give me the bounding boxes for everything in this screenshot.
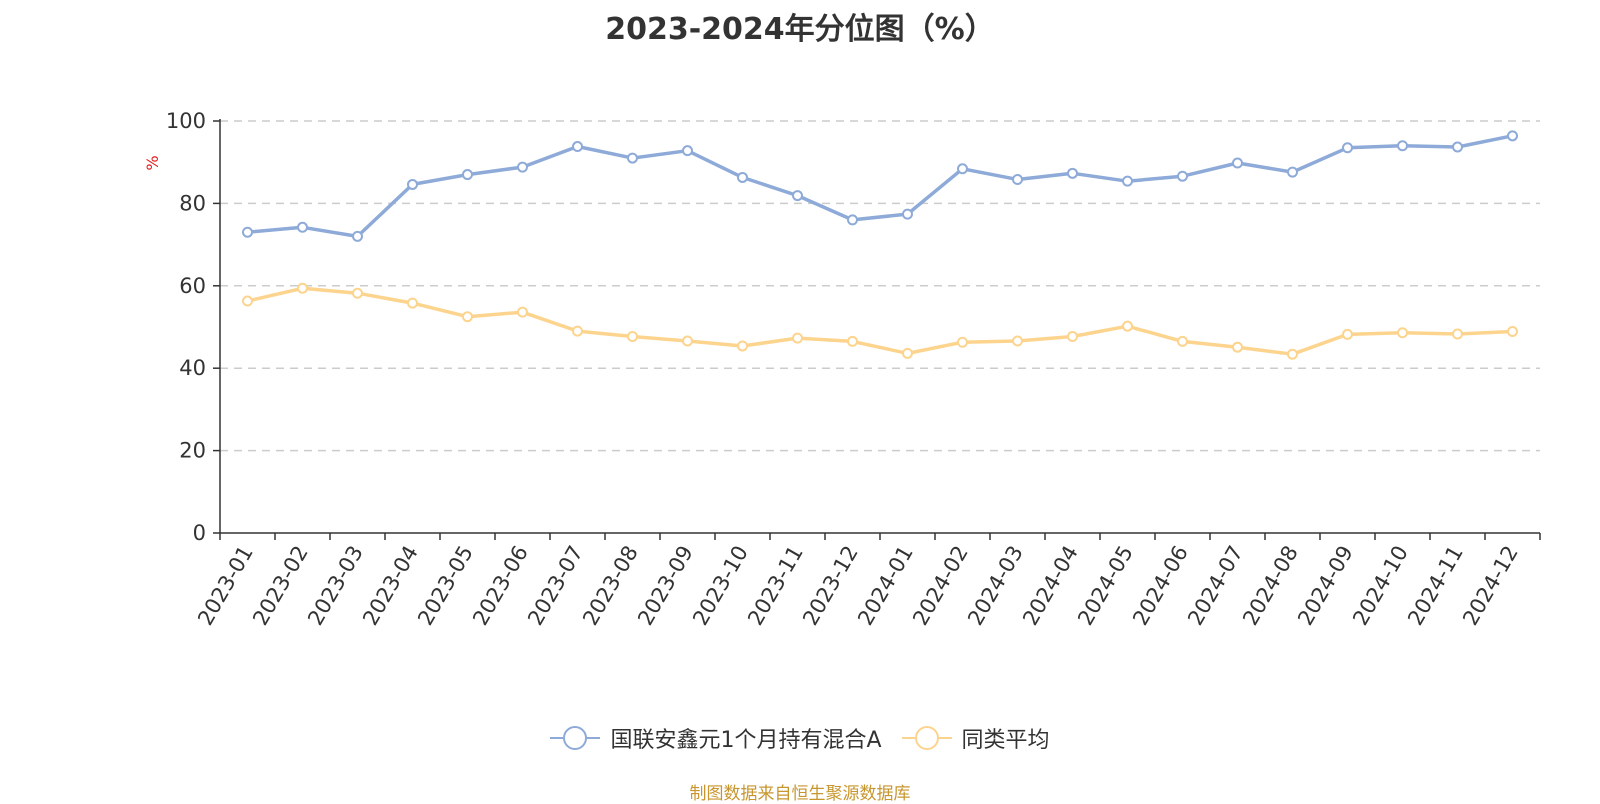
chart-title: 2023-2024年分位图（%）	[605, 12, 995, 47]
data-point[interactable]	[1452, 328, 1463, 340]
source-note: 制图数据来自恒生聚源数据库	[689, 784, 911, 804]
legend-item-peer-average[interactable]: 同类平均	[901, 722, 1050, 754]
data-point[interactable]	[902, 347, 913, 359]
series-1	[242, 282, 1518, 360]
legend-label-fund: 国联安鑫元1个月持有混合A	[610, 728, 882, 753]
data-point[interactable]	[407, 297, 418, 309]
grid-lines	[220, 120, 1540, 452]
data-point[interactable]	[737, 340, 748, 352]
y-axis-label: %	[143, 155, 162, 170]
data-point[interactable]	[957, 163, 968, 175]
y-tick-label: 60	[179, 274, 206, 298]
data-point[interactable]	[1067, 167, 1078, 179]
data-point[interactable]	[902, 208, 913, 220]
data-point[interactable]	[242, 295, 253, 307]
axes: 0204060801002023-012023-022023-032023-04…	[166, 109, 1541, 630]
data-point[interactable]	[1287, 166, 1298, 178]
data-point[interactable]	[1122, 320, 1133, 332]
data-point[interactable]	[792, 332, 803, 344]
y-tick-label: 100	[166, 109, 206, 133]
data-point[interactable]	[1342, 328, 1353, 340]
data-point[interactable]	[1067, 330, 1078, 342]
data-point[interactable]	[1507, 326, 1518, 338]
data-point[interactable]	[627, 152, 638, 164]
data-point[interactable]	[737, 171, 748, 183]
series-layer	[242, 130, 1518, 360]
data-point[interactable]	[517, 161, 528, 173]
data-point[interactable]	[352, 287, 363, 299]
data-point[interactable]	[1452, 141, 1463, 153]
data-point[interactable]	[627, 330, 638, 342]
series-line	[247, 286, 1513, 356]
data-point[interactable]	[572, 325, 583, 337]
data-point[interactable]	[1177, 170, 1188, 182]
data-point[interactable]	[1397, 140, 1408, 152]
data-point[interactable]	[572, 141, 583, 153]
y-tick-label: 20	[179, 439, 206, 463]
data-point[interactable]	[1177, 335, 1188, 347]
data-point[interactable]	[1012, 174, 1023, 186]
series-0	[242, 130, 1518, 242]
data-point[interactable]	[957, 336, 968, 348]
legend-item-fund[interactable]: 国联安鑫元1个月持有混合A	[550, 722, 882, 754]
legend-label-peer-average: 同类平均	[961, 728, 1050, 753]
data-point[interactable]	[1012, 335, 1023, 347]
data-point[interactable]	[242, 226, 253, 238]
data-point[interactable]	[792, 190, 803, 202]
y-tick-label: 40	[179, 356, 206, 380]
data-point[interactable]	[682, 145, 693, 157]
data-point[interactable]	[462, 169, 473, 181]
data-point[interactable]	[1122, 175, 1133, 187]
legend-marker-fund-icon	[550, 726, 601, 750]
data-point[interactable]	[682, 335, 693, 347]
y-tick-label: 80	[179, 191, 206, 215]
data-point[interactable]	[847, 335, 858, 347]
y-tick-label: 0	[193, 521, 206, 545]
x-tick-label: 2024-12	[1458, 542, 1523, 630]
data-point[interactable]	[1232, 157, 1243, 169]
data-point[interactable]	[1232, 341, 1243, 353]
data-point[interactable]	[352, 230, 363, 242]
series-line	[247, 134, 1513, 239]
legend: 国联安鑫元1个月持有混合A 同类平均	[0, 722, 1600, 754]
data-point[interactable]	[297, 221, 308, 233]
data-point[interactable]	[407, 178, 418, 190]
data-point[interactable]	[1342, 142, 1353, 154]
data-point[interactable]	[847, 214, 858, 226]
data-point[interactable]	[297, 282, 308, 294]
data-point[interactable]	[1397, 327, 1408, 339]
data-point[interactable]	[462, 311, 473, 323]
data-point[interactable]	[1507, 130, 1518, 142]
legend-marker-peer-average-icon	[901, 726, 952, 750]
data-point[interactable]	[517, 306, 528, 318]
data-point[interactable]	[1287, 348, 1298, 360]
